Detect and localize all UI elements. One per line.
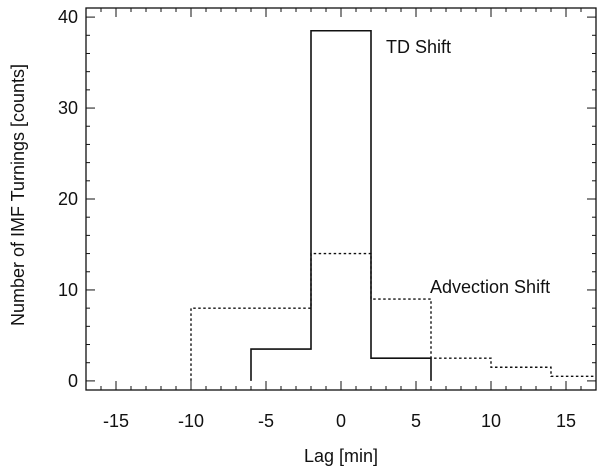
y-tick-labels: 0 10 20 30 40 (58, 7, 78, 391)
annotation-advection-shift: Advection Shift (430, 277, 550, 297)
x-tick-label: -15 (103, 411, 129, 431)
x-tick-labels: -15 -10 -5 0 5 10 15 (103, 411, 576, 431)
x-axis-title: Lag [min] (304, 446, 378, 466)
y-tick-label: 20 (58, 189, 78, 209)
series-layer (190, 29, 596, 381)
x-tick-label: -5 (258, 411, 274, 431)
x-tick-label: 5 (411, 411, 421, 431)
td-shift-histogram (250, 29, 432, 381)
y-tick-label: 40 (58, 7, 78, 27)
plot-frame (85, 7, 597, 391)
x-tick-label: 0 (336, 411, 346, 431)
tick-marks (85, 8, 597, 390)
y-axis-title: Number of IMF Turnings [counts] (8, 64, 28, 326)
x-tick-label: -10 (178, 411, 204, 431)
advection-shift-histogram (190, 252, 596, 381)
y-tick-label: 0 (68, 371, 78, 391)
x-tick-label: 10 (481, 411, 501, 431)
x-tick-label: 15 (556, 411, 576, 431)
annotation-td-shift: TD Shift (386, 37, 451, 57)
y-tick-label: 30 (58, 98, 78, 118)
y-tick-label: 10 (58, 280, 78, 300)
